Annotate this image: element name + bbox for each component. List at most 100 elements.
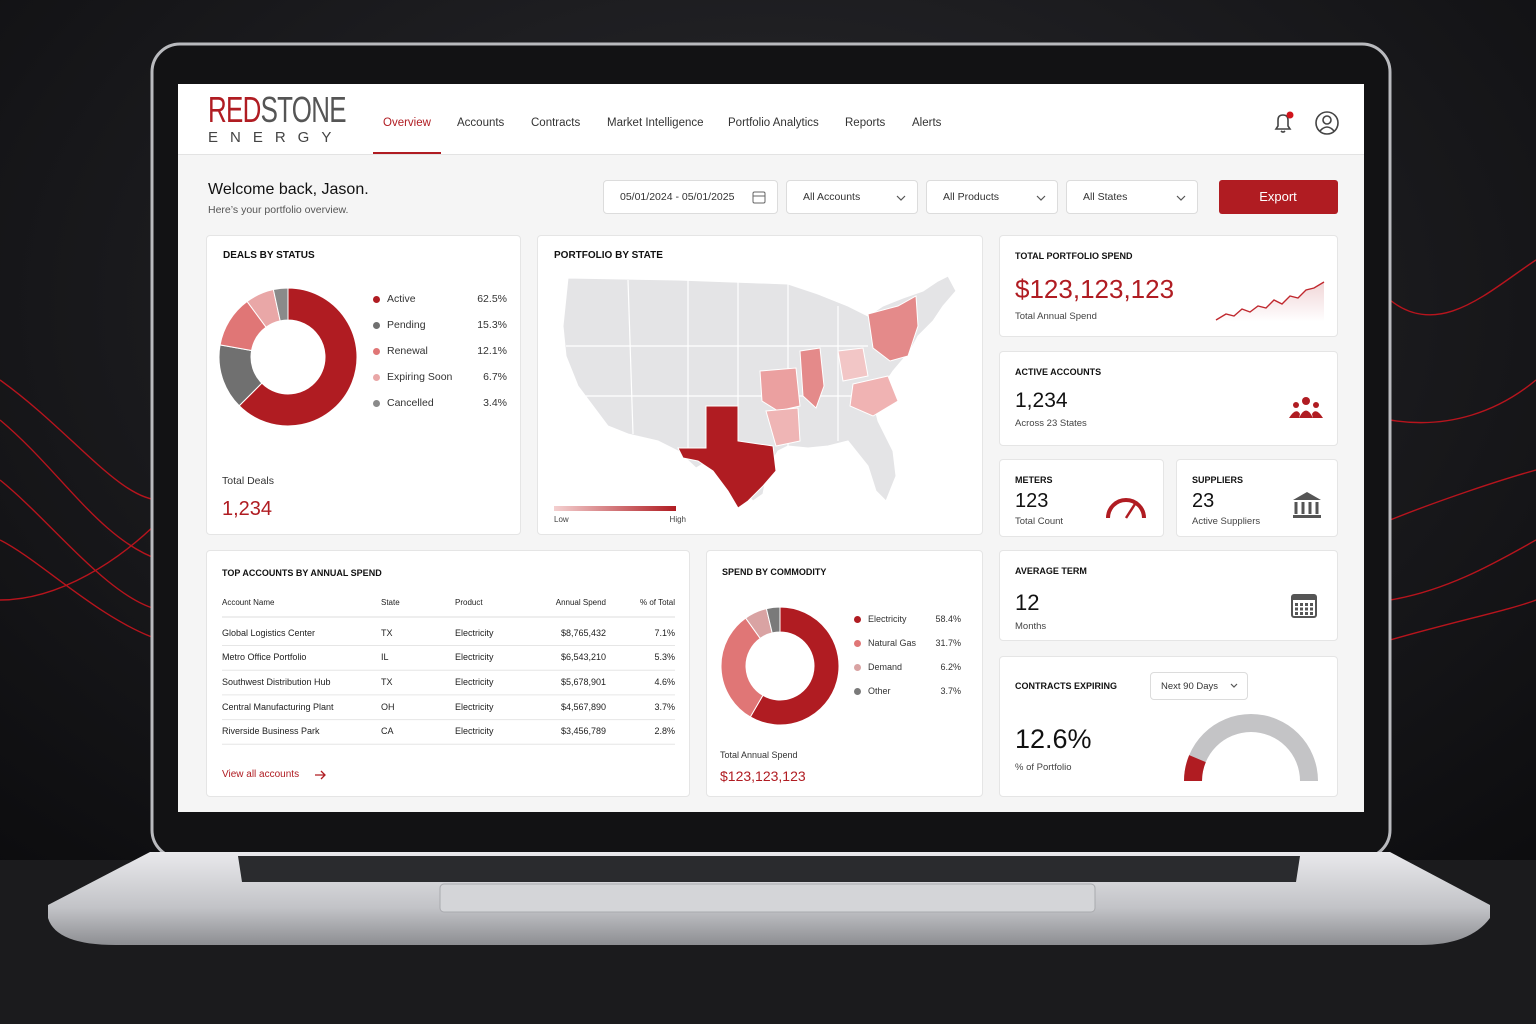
legend-label: Demand — [868, 661, 903, 672]
products-filter-text: All Products — [943, 190, 1000, 203]
table-cell: Central Manufacturing Plant — [222, 701, 334, 712]
column-header: State — [381, 598, 400, 608]
legend-value: 6.7% — [483, 370, 507, 383]
legend-swatch — [853, 615, 861, 623]
legend-value: 3.7% — [940, 685, 961, 696]
calendar-icon-cell — [1300, 612, 1303, 615]
gauge-track — [1184, 714, 1318, 781]
wave — [1389, 539, 1536, 601]
card-title: DEALS BY STATUS — [223, 250, 315, 261]
calendar-icon-cell — [1295, 612, 1298, 615]
state-highlight — [849, 375, 899, 417]
icon-part — [1289, 410, 1323, 418]
legend-swatch — [372, 321, 380, 329]
kpi-caption: Active Suppliers — [1192, 516, 1261, 528]
legend-swatch — [372, 347, 380, 355]
user-menu[interactable] — [1315, 111, 1339, 135]
legend-value: 3.4% — [483, 396, 507, 409]
chevron — [1230, 683, 1238, 688]
icon-part — [1293, 492, 1321, 500]
suppliers-card: SUPPLIERS 23 Active Suppliers — [1176, 459, 1338, 537]
table-cell: 4.6% — [654, 677, 675, 687]
state-highlight — [837, 347, 869, 382]
graphic — [896, 195, 906, 201]
states-filter[interactable]: All States — [1066, 180, 1198, 214]
nav-active-underline — [373, 152, 441, 154]
icon-part — [1302, 397, 1310, 405]
nav-item[interactable]: Portfolio Analytics — [728, 117, 819, 130]
icon-part — [1315, 502, 1319, 514]
legend-label: Cancelled — [387, 396, 434, 409]
graphic — [752, 191, 766, 204]
wave — [0, 379, 161, 501]
products-filter[interactable]: All Products — [926, 180, 1058, 214]
table-cell: 2.8% — [654, 726, 675, 737]
table-cell: $3,456,789 — [560, 726, 606, 737]
column-header: Account Name — [222, 598, 275, 608]
legend-label: Expiring Soon — [387, 370, 453, 383]
export-button[interactable]: Export — [1219, 180, 1338, 214]
table-cell: 5.3% — [654, 652, 675, 663]
card-title: CONTRACTS EXPIRING — [1015, 680, 1118, 691]
state-highlight — [867, 295, 919, 362]
wave — [1389, 259, 1536, 316]
card-title: SPEND BY COMMODITY — [722, 566, 827, 577]
table-cell: $6,543,210 — [560, 652, 606, 663]
state-texas — [677, 405, 777, 509]
graphic — [1293, 492, 1321, 518]
export-label[interactable]: Export — [1259, 189, 1297, 205]
graphic — [554, 275, 957, 511]
table-cell: CA — [381, 726, 394, 737]
icon-part — [1308, 502, 1312, 514]
total-spend-label: Total Annual Spend — [720, 749, 798, 760]
contracts-expiring-card: CONTRACTS EXPIRING Next 90 Days 12.6% % of … — [999, 656, 1338, 797]
states-filter-text: All States — [1083, 190, 1128, 203]
legend-label: Renewal — [387, 344, 428, 357]
donut-slice — [272, 287, 289, 322]
graphic — [218, 287, 358, 427]
period-dropdown[interactable]: Next 90 Days — [1150, 672, 1248, 700]
legend-swatch — [853, 639, 861, 647]
date-filter[interactable]: 05/01/2024 - 05/01/2025 — [603, 180, 778, 214]
graphic — [1215, 281, 1325, 322]
red-waves-left — [0, 379, 161, 641]
calendar-icon-cell — [1310, 607, 1313, 611]
legend-swatch — [853, 663, 861, 671]
gauge-fill — [1184, 755, 1206, 781]
total-deals-label: Total Deals — [222, 474, 274, 487]
legend-label: Natural Gas — [868, 637, 917, 648]
card-title: TOP ACCOUNTS BY ANNUAL SPEND — [222, 567, 382, 578]
logo-tagline: ENERGY — [208, 129, 344, 146]
accounts-filter[interactable]: All Accounts — [786, 180, 918, 214]
kpi-caption: % of Portfolio — [1015, 762, 1072, 774]
nav-item[interactable]: Market Intelligence — [607, 117, 704, 130]
nav-item[interactable]: Contracts — [531, 117, 581, 130]
nav-item[interactable]: Accounts — [457, 117, 505, 130]
bell-clapper — [1280, 130, 1286, 133]
graphic — [1106, 498, 1146, 519]
icon-part — [1313, 402, 1319, 408]
active-accounts-card: ACTIVE ACCOUNTS 1,234 Across 23 States — [999, 351, 1338, 446]
table-cell: $4,567,890 — [560, 701, 606, 712]
meter-icon — [1106, 498, 1146, 519]
period-dropdown-text[interactable]: Next 90 Days — [1161, 681, 1219, 693]
view-all-link[interactable]: View all accounts — [222, 769, 300, 780]
column-header: Product — [455, 598, 483, 608]
icon-part — [1294, 502, 1298, 514]
us-map — [562, 275, 957, 502]
nav-item[interactable]: Overview — [383, 117, 431, 130]
wave — [1389, 599, 1536, 641]
donut-slice — [238, 287, 358, 427]
table-cell: 7.1% — [654, 627, 675, 638]
table-cell: TX — [381, 627, 393, 638]
map-legend-low: Low — [554, 515, 569, 525]
deals-by-status-card: DEALS BY STATUS Active 62.5% Pending 15.3% Re… — [206, 235, 521, 535]
nav-item[interactable]: Alerts — [912, 117, 942, 130]
map-legend-high: High — [669, 515, 686, 525]
total-deals-value: 1,234 — [222, 498, 273, 520]
wave — [1389, 379, 1536, 424]
calendar-icon-cell — [1305, 607, 1308, 611]
wave — [0, 519, 161, 601]
notification-bell[interactable] — [1274, 114, 1292, 133]
nav-item[interactable]: Reports — [845, 117, 886, 130]
